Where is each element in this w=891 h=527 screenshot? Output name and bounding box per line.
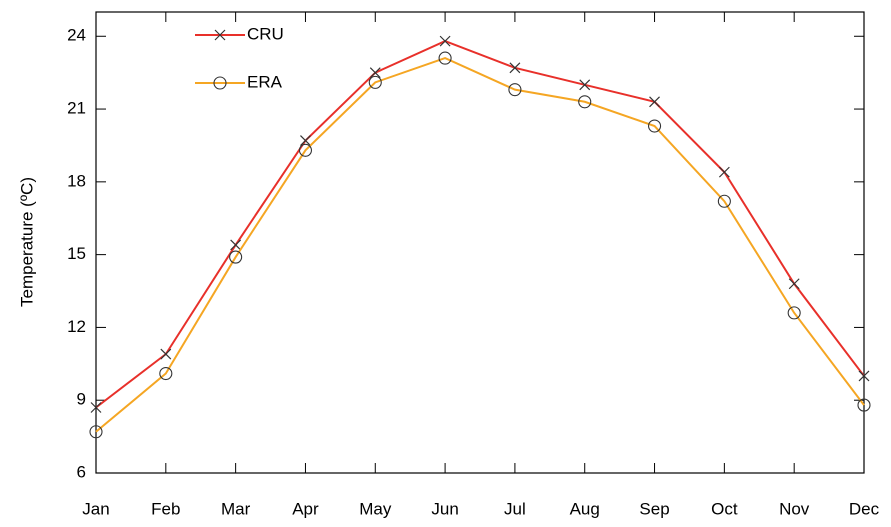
marker <box>438 51 452 65</box>
legend-label: CRU <box>247 24 284 43</box>
marker <box>89 425 103 439</box>
x-tick-label: Jun <box>431 499 458 518</box>
plot-frame <box>95 11 865 474</box>
y-tick-label: 12 <box>67 317 86 336</box>
legend-label: ERA <box>247 72 283 91</box>
marker <box>369 67 381 79</box>
marker <box>509 62 521 74</box>
y-tick-label: 6 <box>77 462 86 481</box>
series-line <box>95 40 865 409</box>
marker <box>649 96 660 108</box>
legend-marker <box>214 29 226 41</box>
marker <box>159 366 173 381</box>
marker <box>300 135 311 147</box>
x-tick-label: Apr <box>292 499 319 518</box>
x-tick-label: Nov <box>779 499 810 518</box>
legend-marker <box>213 76 227 90</box>
marker <box>857 398 871 412</box>
x-tick-label: Aug <box>570 499 600 518</box>
marker <box>858 370 870 382</box>
x-tick-label: Jan <box>82 499 109 518</box>
marker <box>230 239 242 251</box>
y-axis-label: Temperature (ºC) <box>17 177 36 307</box>
marker <box>787 306 801 320</box>
marker <box>160 348 172 360</box>
x-tick-label: May <box>359 499 392 518</box>
y-tick-label: 24 <box>67 26 86 45</box>
marker <box>788 278 800 290</box>
marker <box>439 35 451 47</box>
y-tick-label: 15 <box>67 244 86 263</box>
marker <box>578 95 592 109</box>
y-tick-label: 18 <box>67 171 86 190</box>
marker <box>368 75 382 89</box>
marker <box>508 83 522 97</box>
x-tick-label: Feb <box>151 499 180 518</box>
marker <box>647 119 662 133</box>
x-tick-label: Dec <box>849 499 880 518</box>
x-tick-label: Mar <box>221 499 251 518</box>
y-tick-label: 9 <box>77 390 86 409</box>
marker <box>90 402 102 413</box>
marker <box>298 143 313 157</box>
x-tick-label: Oct <box>711 499 738 518</box>
x-tick-label: Sep <box>639 499 669 518</box>
series-line <box>95 57 865 433</box>
marker <box>579 79 591 91</box>
x-tick-label: Jul <box>504 499 526 518</box>
marker <box>718 166 730 178</box>
marker <box>717 194 731 208</box>
y-tick-label: 21 <box>67 99 86 118</box>
marker <box>229 250 243 264</box>
